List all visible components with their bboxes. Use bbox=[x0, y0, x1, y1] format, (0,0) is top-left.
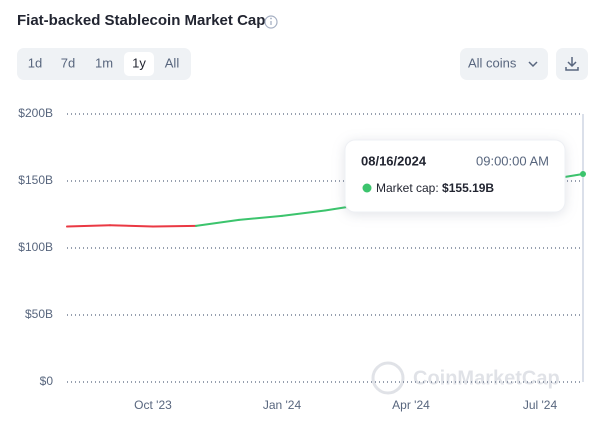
y-tick-label: $100B bbox=[18, 240, 53, 254]
y-tick-label: $50B bbox=[25, 307, 53, 321]
y-tick-label: $200B bbox=[18, 106, 53, 120]
tooltip-dot bbox=[362, 183, 372, 193]
watermark-text: CoinMarketCap bbox=[413, 367, 560, 389]
coin-dropdown[interactable] bbox=[460, 48, 548, 80]
tooltip-value: $155.19B bbox=[442, 181, 494, 195]
y-tick-label: $0 bbox=[40, 374, 54, 388]
line-segment bbox=[195, 218, 240, 227]
line-segment bbox=[66, 224, 111, 228]
line-segment bbox=[238, 214, 283, 221]
range-button[interactable]: 1d bbox=[28, 55, 42, 70]
tooltip-label-text: Market cap: bbox=[376, 181, 439, 195]
range-button[interactable]: All bbox=[165, 55, 180, 70]
info-icon[interactable] bbox=[264, 15, 278, 29]
line-segment bbox=[152, 224, 197, 228]
range-button[interactable]: 1y bbox=[132, 55, 146, 70]
tooltip-date: 08/16/2024 bbox=[361, 153, 427, 168]
x-tick-label: Jul '24 bbox=[523, 398, 558, 412]
hover-point bbox=[580, 171, 586, 178]
x-tick-label: Apr '24 bbox=[392, 398, 430, 412]
tooltip-box bbox=[344, 139, 566, 213]
tooltip-time: 09:00:00 AM bbox=[476, 153, 549, 168]
chart-title: Fiat-backed Stablecoin Market Cap bbox=[17, 12, 265, 29]
watermark: CoinMarketCap bbox=[371, 361, 560, 395]
download-icon bbox=[565, 57, 579, 71]
dropdown-label: All coins bbox=[468, 55, 517, 70]
line-segment bbox=[109, 224, 154, 228]
line-segment bbox=[281, 209, 326, 217]
tooltip: 08/16/2024 09:00:00 AM Market cap: $155.19… bbox=[344, 139, 566, 213]
y-tick-label: $150B bbox=[18, 173, 53, 187]
range-button[interactable]: 1m bbox=[95, 55, 113, 70]
range-button[interactable]: 7d bbox=[61, 55, 75, 70]
x-tick-label: Oct '23 bbox=[134, 398, 172, 412]
tooltip-label: Market cap: $155.19B bbox=[376, 181, 494, 195]
active-range bbox=[124, 52, 154, 76]
x-tick-label: Jan '24 bbox=[263, 398, 302, 412]
chevron bbox=[528, 61, 538, 68]
